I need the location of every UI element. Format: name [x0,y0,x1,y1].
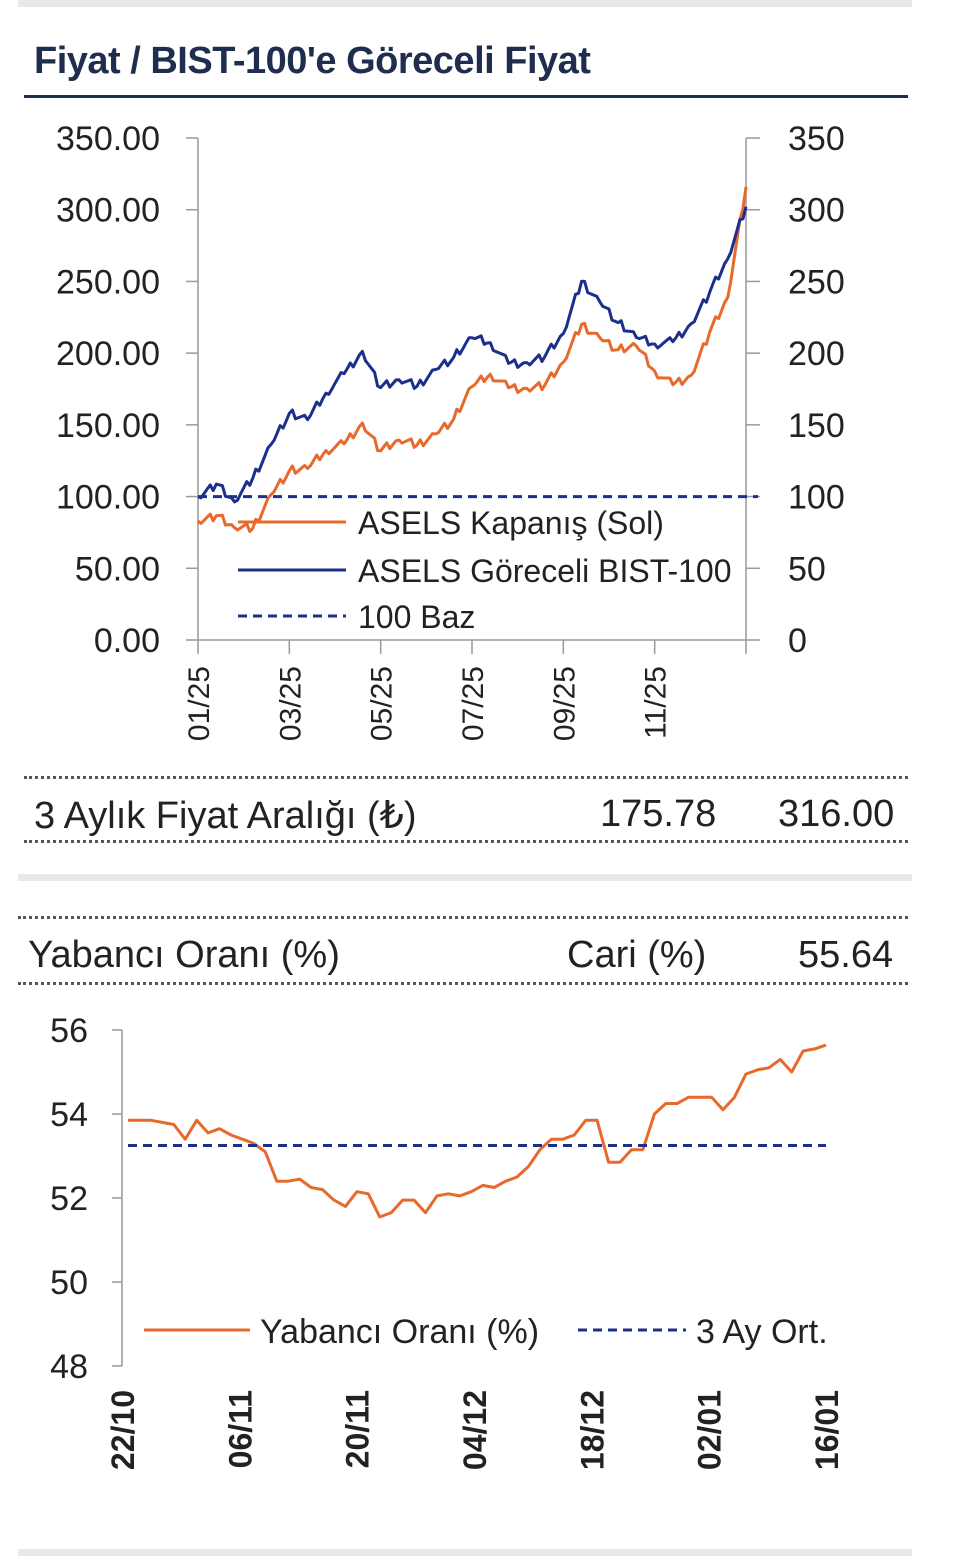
x-tick-label: 01/25 [183,666,216,741]
foreign-top-rule [18,916,908,919]
price-range-label: 3 Aylık Fiyat Aralığı (₺) [34,795,417,837]
x-tick-label: 11/25 [640,666,673,739]
left-tick-label: 150.00 [56,407,160,445]
x-tick-label: 09/25 [548,666,581,741]
right-tick-label: 300 [788,192,845,230]
x-tick-label: 20/11 [340,1390,376,1468]
right-tick-label: 100 [788,479,845,517]
foreign-bottom-rule [18,982,908,985]
series-line-yabanc-oran [128,1043,827,1219]
x-tick-label: 16/01 [809,1390,845,1470]
price-range-top-rule [24,776,908,779]
y-tick-label: 56 [50,1012,88,1050]
y-tick-label: 52 [50,1180,88,1218]
legend-label-3-ay-ort: 3 Ay Ort. [696,1313,828,1351]
foreign-ratio-chart: 56 54 52 50 48 22/10 06/11 20/11 04/12 18/12 02/01… [50,1012,845,1470]
legend-label-yabanc-oran: Yabancı Oranı (%) [260,1313,539,1351]
left-tick-label: 300.00 [56,192,160,230]
left-tick-label: 350.00 [56,120,160,158]
x-tick-label: 06/11 [222,1390,258,1468]
x-tick-label: 07/25 [457,666,490,741]
right-tick-label: 350 [788,120,845,158]
x-tick-label: 18/12 [574,1390,610,1470]
cari-value: 55.64 [798,934,894,976]
x-tick-label: 04/12 [457,1390,493,1470]
series-line-asels-kapan-sol [197,186,748,533]
cari-label: Cari (%) [567,934,707,976]
left-tick-label: 50.00 [75,550,160,588]
title-rule [24,95,908,98]
top-band [18,0,912,7]
left-tick-label: 100.00 [56,479,160,517]
x-tick-label: 05/25 [366,666,399,741]
right-tick-label: 50 [788,550,826,588]
x-tick-label: 22/10 [105,1390,141,1470]
legend-label-100-baz: 100 Baz [358,599,475,635]
y-tick-label: 48 [50,1348,88,1386]
foreign-ratio-label: Yabancı Oranı (%) [28,934,340,976]
right-tick-label: 0 [788,622,807,660]
right-tick-label: 150 [788,407,845,445]
y-tick-label: 54 [50,1096,88,1134]
left-tick-label: 250.00 [56,263,160,301]
right-tick-label: 250 [788,263,845,301]
left-tick-label: 0.00 [94,622,160,660]
middle-band [18,874,912,881]
legend-label-asels-kapan-sol: ASELS Kapanış (Sol) [358,505,664,541]
left-tick-label: 200.00 [56,335,160,373]
page-title: Fiyat / BIST-100'e Göreceli Fiyat [34,40,591,82]
bottom-band [18,1549,912,1556]
price-chart: 350.00 300.00 250.00 200.00 150.00 100.00 50.0… [56,120,845,741]
right-tick-label: 200 [788,335,845,373]
x-tick-label: 02/01 [692,1390,728,1470]
series-line-asels-g-receli-bist-100 [197,206,748,504]
legend-label-asels-g-receli-bist-100: ASELS Göreceli BIST-100 [358,553,732,589]
price-range-high: 316.00 [778,793,895,835]
price-range-low: 175.78 [600,793,717,835]
y-tick-label: 50 [50,1264,88,1302]
price-range-bottom-rule [24,840,908,843]
x-tick-label: 03/25 [274,666,307,741]
